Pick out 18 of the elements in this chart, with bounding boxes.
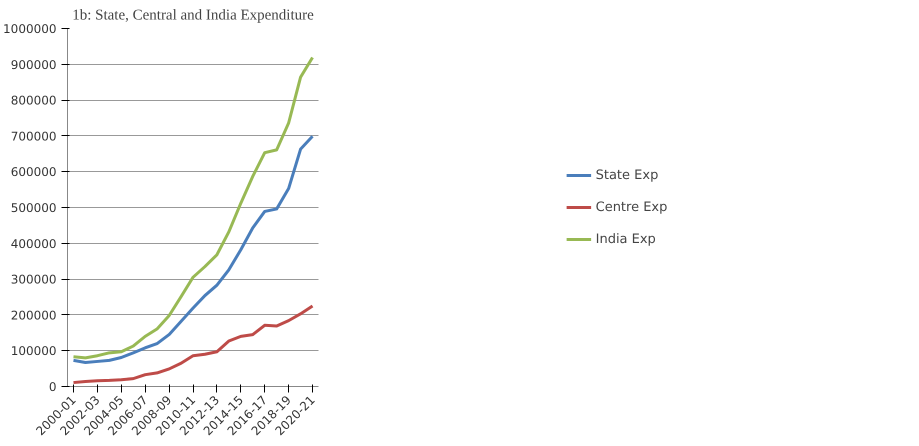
y-tick-label: 100000 (10, 344, 57, 358)
y-tick-label: 0 (48, 380, 57, 394)
y-tick-label: 300000 (10, 272, 57, 287)
line-series (72, 304, 314, 384)
line-series (72, 134, 314, 364)
y-tick-label: 600000 (10, 165, 57, 180)
y-tick-label: 200000 (10, 308, 57, 322)
y-tick-label: 700000 (10, 129, 57, 144)
y-tick-label: 900000 (10, 58, 57, 72)
legend-label: State Exp (596, 168, 658, 182)
legend-label: India Exp (596, 232, 656, 246)
chart-title: 1b: State, Central and India Expenditure (72, 8, 314, 24)
y-tick-label: 400000 (10, 236, 57, 251)
legend-label: Centre Exp (596, 200, 668, 214)
y-tick-label: 1000000 (3, 22, 57, 36)
y-tick-label: 800000 (10, 94, 57, 108)
y-tick-label: 500000 (10, 201, 57, 215)
line-series (72, 56, 314, 360)
